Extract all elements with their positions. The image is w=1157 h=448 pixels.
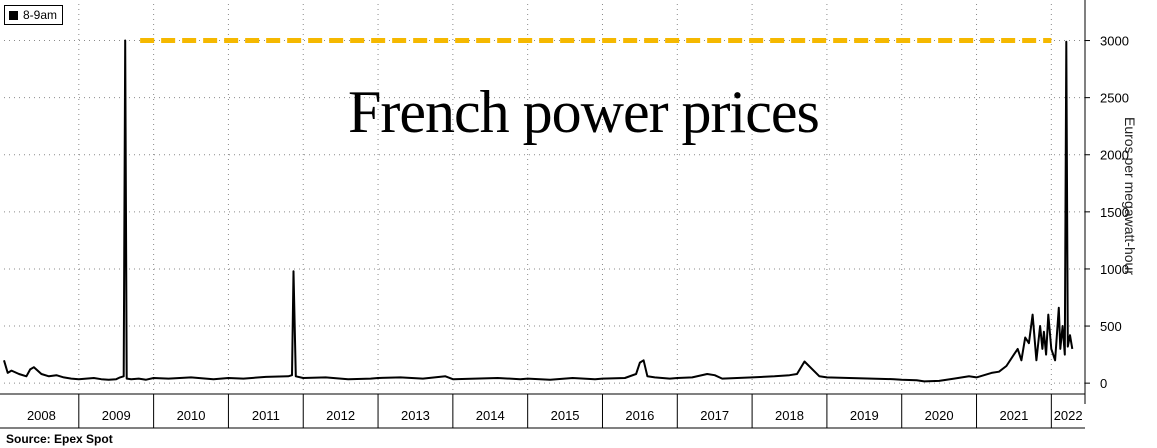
x-tick-label: 2018 xyxy=(775,408,804,423)
x-tick-label: 2016 xyxy=(625,408,654,423)
x-tick-label: 2020 xyxy=(925,408,954,423)
legend-swatch-icon xyxy=(9,10,18,20)
legend: 8-9am xyxy=(4,5,64,25)
x-tick-label: 2022 xyxy=(1054,408,1083,423)
chart-title: French power prices xyxy=(348,79,820,145)
y-tick-label: 2500 xyxy=(1100,91,1129,106)
x-tick-label: 2014 xyxy=(476,408,505,423)
x-tick-label: 2013 xyxy=(401,408,430,423)
x-tick-label: 2009 xyxy=(102,408,131,423)
y-tick-label: 3000 xyxy=(1100,34,1129,49)
y-tick-label: 500 xyxy=(1100,319,1122,334)
grid-lines xyxy=(4,4,1085,394)
legend-label: 8-9am xyxy=(23,8,58,22)
x-tick-label: 2010 xyxy=(177,408,206,423)
y-tick-label: 0 xyxy=(1100,376,1107,391)
x-tick-label: 2019 xyxy=(850,408,879,423)
source-note: Source: Epex Spot xyxy=(6,432,113,446)
axes: 0 500 1000 1500 2000 2500 3000 2008 2009 2010 2011… xyxy=(0,0,1129,429)
x-tick-label: 2015 xyxy=(551,408,580,423)
x-tick-label: 2012 xyxy=(326,408,355,423)
x-tick-label: 2008 xyxy=(27,408,56,423)
x-tick-label: 2021 xyxy=(999,408,1028,423)
x-tick-label: 2011 xyxy=(252,408,280,423)
series-line-0 xyxy=(3,39,1074,383)
plot-area xyxy=(3,38,1074,383)
y-tick-label: 2000 xyxy=(1100,148,1129,163)
x-tick-label: 2017 xyxy=(700,408,729,423)
y-tick-label: 1000 xyxy=(1100,262,1129,277)
y-tick-label: 1500 xyxy=(1100,205,1129,220)
y-axis-label: Euros per megawatt-hour xyxy=(1122,117,1138,275)
